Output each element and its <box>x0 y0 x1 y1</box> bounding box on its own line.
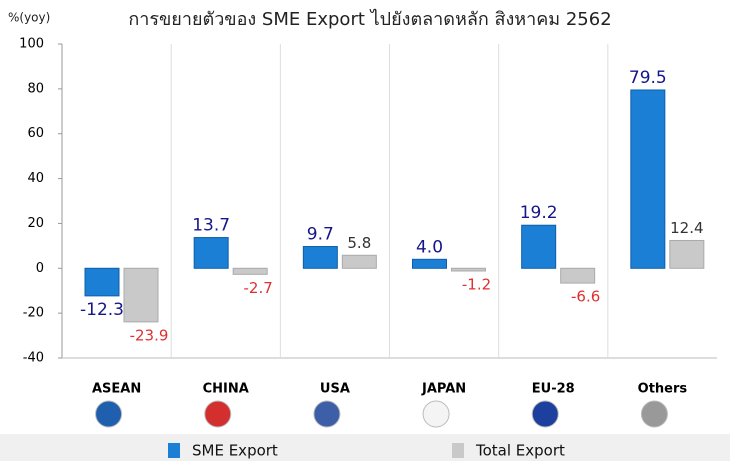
bar <box>560 267 596 284</box>
flag-icon <box>95 400 123 428</box>
data-label: -23.9 <box>130 326 169 344</box>
y-tick-label: -40 <box>23 351 44 366</box>
bar <box>84 267 120 297</box>
flag-icon <box>313 400 341 428</box>
data-label: -2.7 <box>244 279 273 297</box>
bar <box>341 254 377 269</box>
x-tick-label: Others <box>638 382 688 397</box>
bar <box>193 237 229 269</box>
y-tick-label: 60 <box>27 126 44 141</box>
x-tick-label: ASEAN <box>92 382 141 397</box>
flag-icon <box>422 400 450 428</box>
legend-band <box>0 434 730 461</box>
bar <box>412 258 447 269</box>
x-tick-label: USA <box>320 382 350 397</box>
flag-icon <box>204 400 232 428</box>
data-label: -6.6 <box>571 288 600 306</box>
y-tick-label: 80 <box>27 81 44 96</box>
bar <box>630 89 666 269</box>
x-tick-label: JAPAN <box>421 382 466 397</box>
bar <box>669 239 705 269</box>
bar <box>232 267 268 275</box>
y-tick-label: 40 <box>27 171 44 186</box>
y-axis-label: %(yoy) <box>8 11 50 25</box>
x-tick-label: CHINA <box>203 382 249 397</box>
legend-label: SME Export <box>192 442 278 460</box>
data-label: 19.2 <box>520 203 558 223</box>
bar <box>302 246 338 269</box>
x-tick-label: EU-28 <box>532 382 575 397</box>
y-tick-label: 100 <box>19 37 44 52</box>
legend-swatch <box>452 443 464 458</box>
data-label: 13.7 <box>192 216 230 236</box>
y-tick-label: 20 <box>27 216 44 231</box>
data-label: 4.0 <box>416 237 443 257</box>
flag-icon <box>640 400 668 428</box>
bar <box>451 267 486 272</box>
y-tick-label: -20 <box>23 306 44 321</box>
legend-label: Total Export <box>475 442 565 460</box>
legend-swatch <box>168 443 180 458</box>
data-label: -12.3 <box>80 300 124 320</box>
bar <box>123 267 159 323</box>
data-label: 12.4 <box>670 219 703 237</box>
data-label: -1.2 <box>462 275 491 293</box>
data-label: 9.7 <box>307 225 334 245</box>
flag-icon <box>531 400 559 428</box>
data-label: 79.5 <box>629 68 667 88</box>
data-label: 5.8 <box>347 234 371 252</box>
bar <box>521 224 557 269</box>
y-tick-label: 0 <box>36 261 44 276</box>
chart-title: การขยายตัวของ SME Export ไปยังตลาดหลัก ส… <box>128 8 611 30</box>
